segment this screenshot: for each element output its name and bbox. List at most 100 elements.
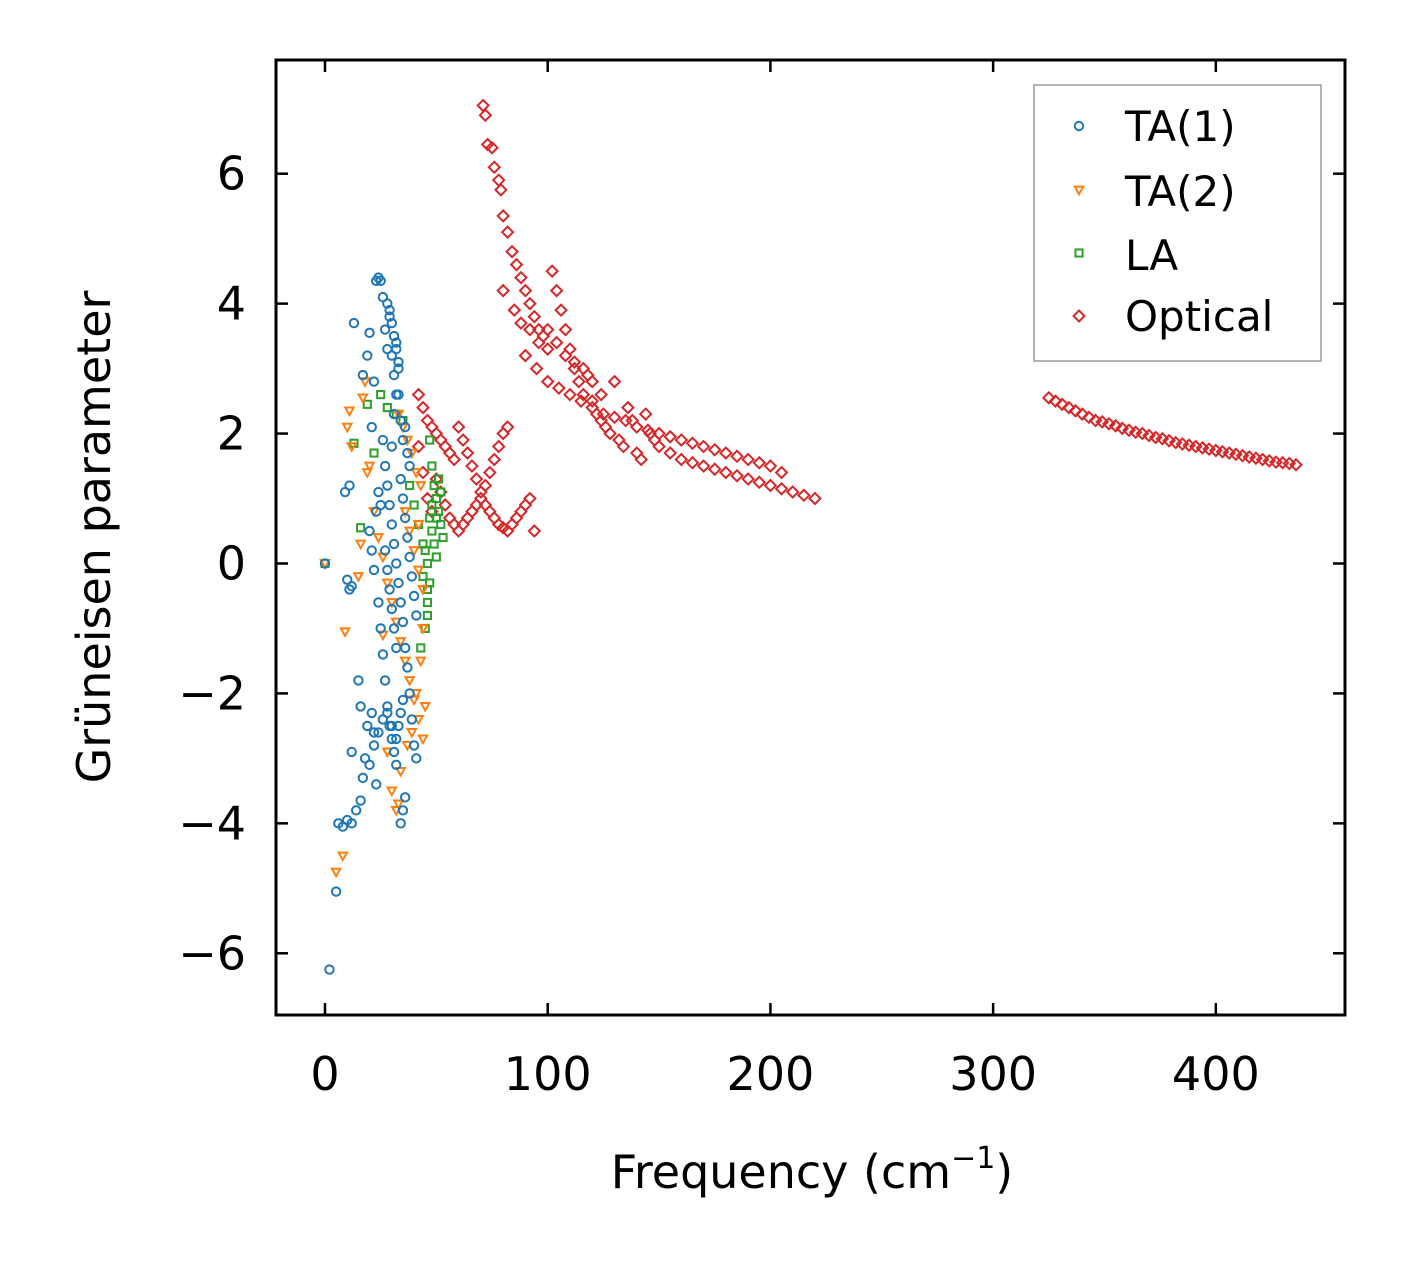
data-point [391, 759, 402, 771]
data-point [1289, 457, 1303, 472]
data-point [402, 532, 413, 543]
data-point [408, 546, 420, 557]
data-point [393, 577, 404, 589]
data-point [465, 459, 479, 473]
data-point [404, 688, 415, 699]
data-point [339, 627, 351, 638]
data-point [696, 439, 711, 454]
data-point [427, 461, 437, 471]
data-point [388, 623, 400, 634]
data-point [1055, 397, 1070, 412]
data-point [341, 422, 354, 434]
data-point [427, 526, 437, 536]
data-point [478, 108, 493, 123]
data-point [425, 435, 435, 445]
data-point [496, 426, 511, 441]
data-point [763, 459, 778, 473]
data-point [354, 539, 367, 551]
data-point [431, 552, 441, 562]
data-point [382, 564, 393, 576]
data-point [603, 426, 617, 441]
data-point [514, 270, 528, 285]
data-point [346, 746, 357, 758]
data-point [352, 572, 365, 583]
data-point [438, 532, 448, 543]
data-point [416, 643, 426, 653]
y-tick-label: −2 [178, 666, 246, 720]
data-point [529, 361, 544, 376]
data-point [386, 519, 398, 530]
data-point [567, 355, 582, 369]
data-point [707, 442, 722, 457]
data-point [741, 452, 756, 467]
data-point [405, 448, 418, 460]
data-point [429, 539, 439, 549]
data-point [707, 462, 722, 477]
data-point [518, 498, 533, 512]
data-point [641, 423, 655, 438]
data-point [399, 421, 411, 433]
data-point [350, 805, 362, 816]
data-point [388, 746, 400, 758]
data-point [394, 767, 407, 778]
data-point [594, 387, 609, 402]
data-point [408, 590, 420, 602]
data-point [540, 374, 555, 389]
data-point [391, 343, 402, 355]
data-point [540, 322, 555, 337]
data-point [527, 524, 542, 538]
data-point [353, 675, 364, 686]
y-tick-label: 4 [217, 277, 246, 331]
data-point [434, 474, 444, 484]
data-point [377, 649, 389, 660]
data-point [509, 511, 524, 525]
data-point [403, 676, 416, 687]
data-point [718, 446, 733, 460]
data-point [364, 327, 375, 339]
data-point [399, 792, 411, 803]
data-point [384, 584, 395, 595]
x-tick-label: 100 [504, 1047, 592, 1101]
legend-marker-ta1 [1073, 120, 1085, 132]
data-point [420, 413, 435, 428]
axis-ticks: 0 100 200 300 400 −6 −4 −2 0 2 4 6 [178, 60, 1345, 1101]
data-point [402, 447, 413, 459]
data-point [355, 701, 366, 712]
data-point [621, 400, 635, 415]
data-point [362, 720, 373, 732]
data-point [386, 733, 398, 745]
data-point [363, 461, 376, 473]
series-ta1 [319, 272, 422, 975]
data-point [585, 374, 600, 389]
legend-marker-ta2 [1073, 185, 1085, 197]
data-point [730, 468, 744, 483]
data-point [346, 581, 357, 592]
data-point [411, 610, 422, 621]
data-point [420, 545, 430, 556]
y-axis-title: Grüneisen parameter [67, 290, 121, 783]
data-point [379, 545, 391, 556]
y-tick-label: 6 [217, 147, 246, 201]
data-point [576, 361, 591, 376]
data-point [379, 460, 391, 472]
data-point [1061, 400, 1076, 415]
data-point [536, 329, 551, 343]
data-point [379, 324, 391, 335]
data-point [607, 410, 622, 425]
data-point [417, 734, 429, 746]
data-point [386, 720, 398, 732]
data-point [531, 335, 546, 350]
data-point [414, 656, 427, 668]
data-point [372, 533, 385, 544]
data-point [616, 439, 631, 454]
data-point [408, 740, 420, 751]
data-point [447, 517, 462, 532]
data-point [494, 183, 508, 197]
data-point [456, 433, 470, 447]
data-point [451, 524, 466, 538]
data-point [397, 434, 409, 446]
data-point [478, 478, 493, 493]
data-point [652, 426, 666, 441]
data-point [598, 420, 613, 434]
